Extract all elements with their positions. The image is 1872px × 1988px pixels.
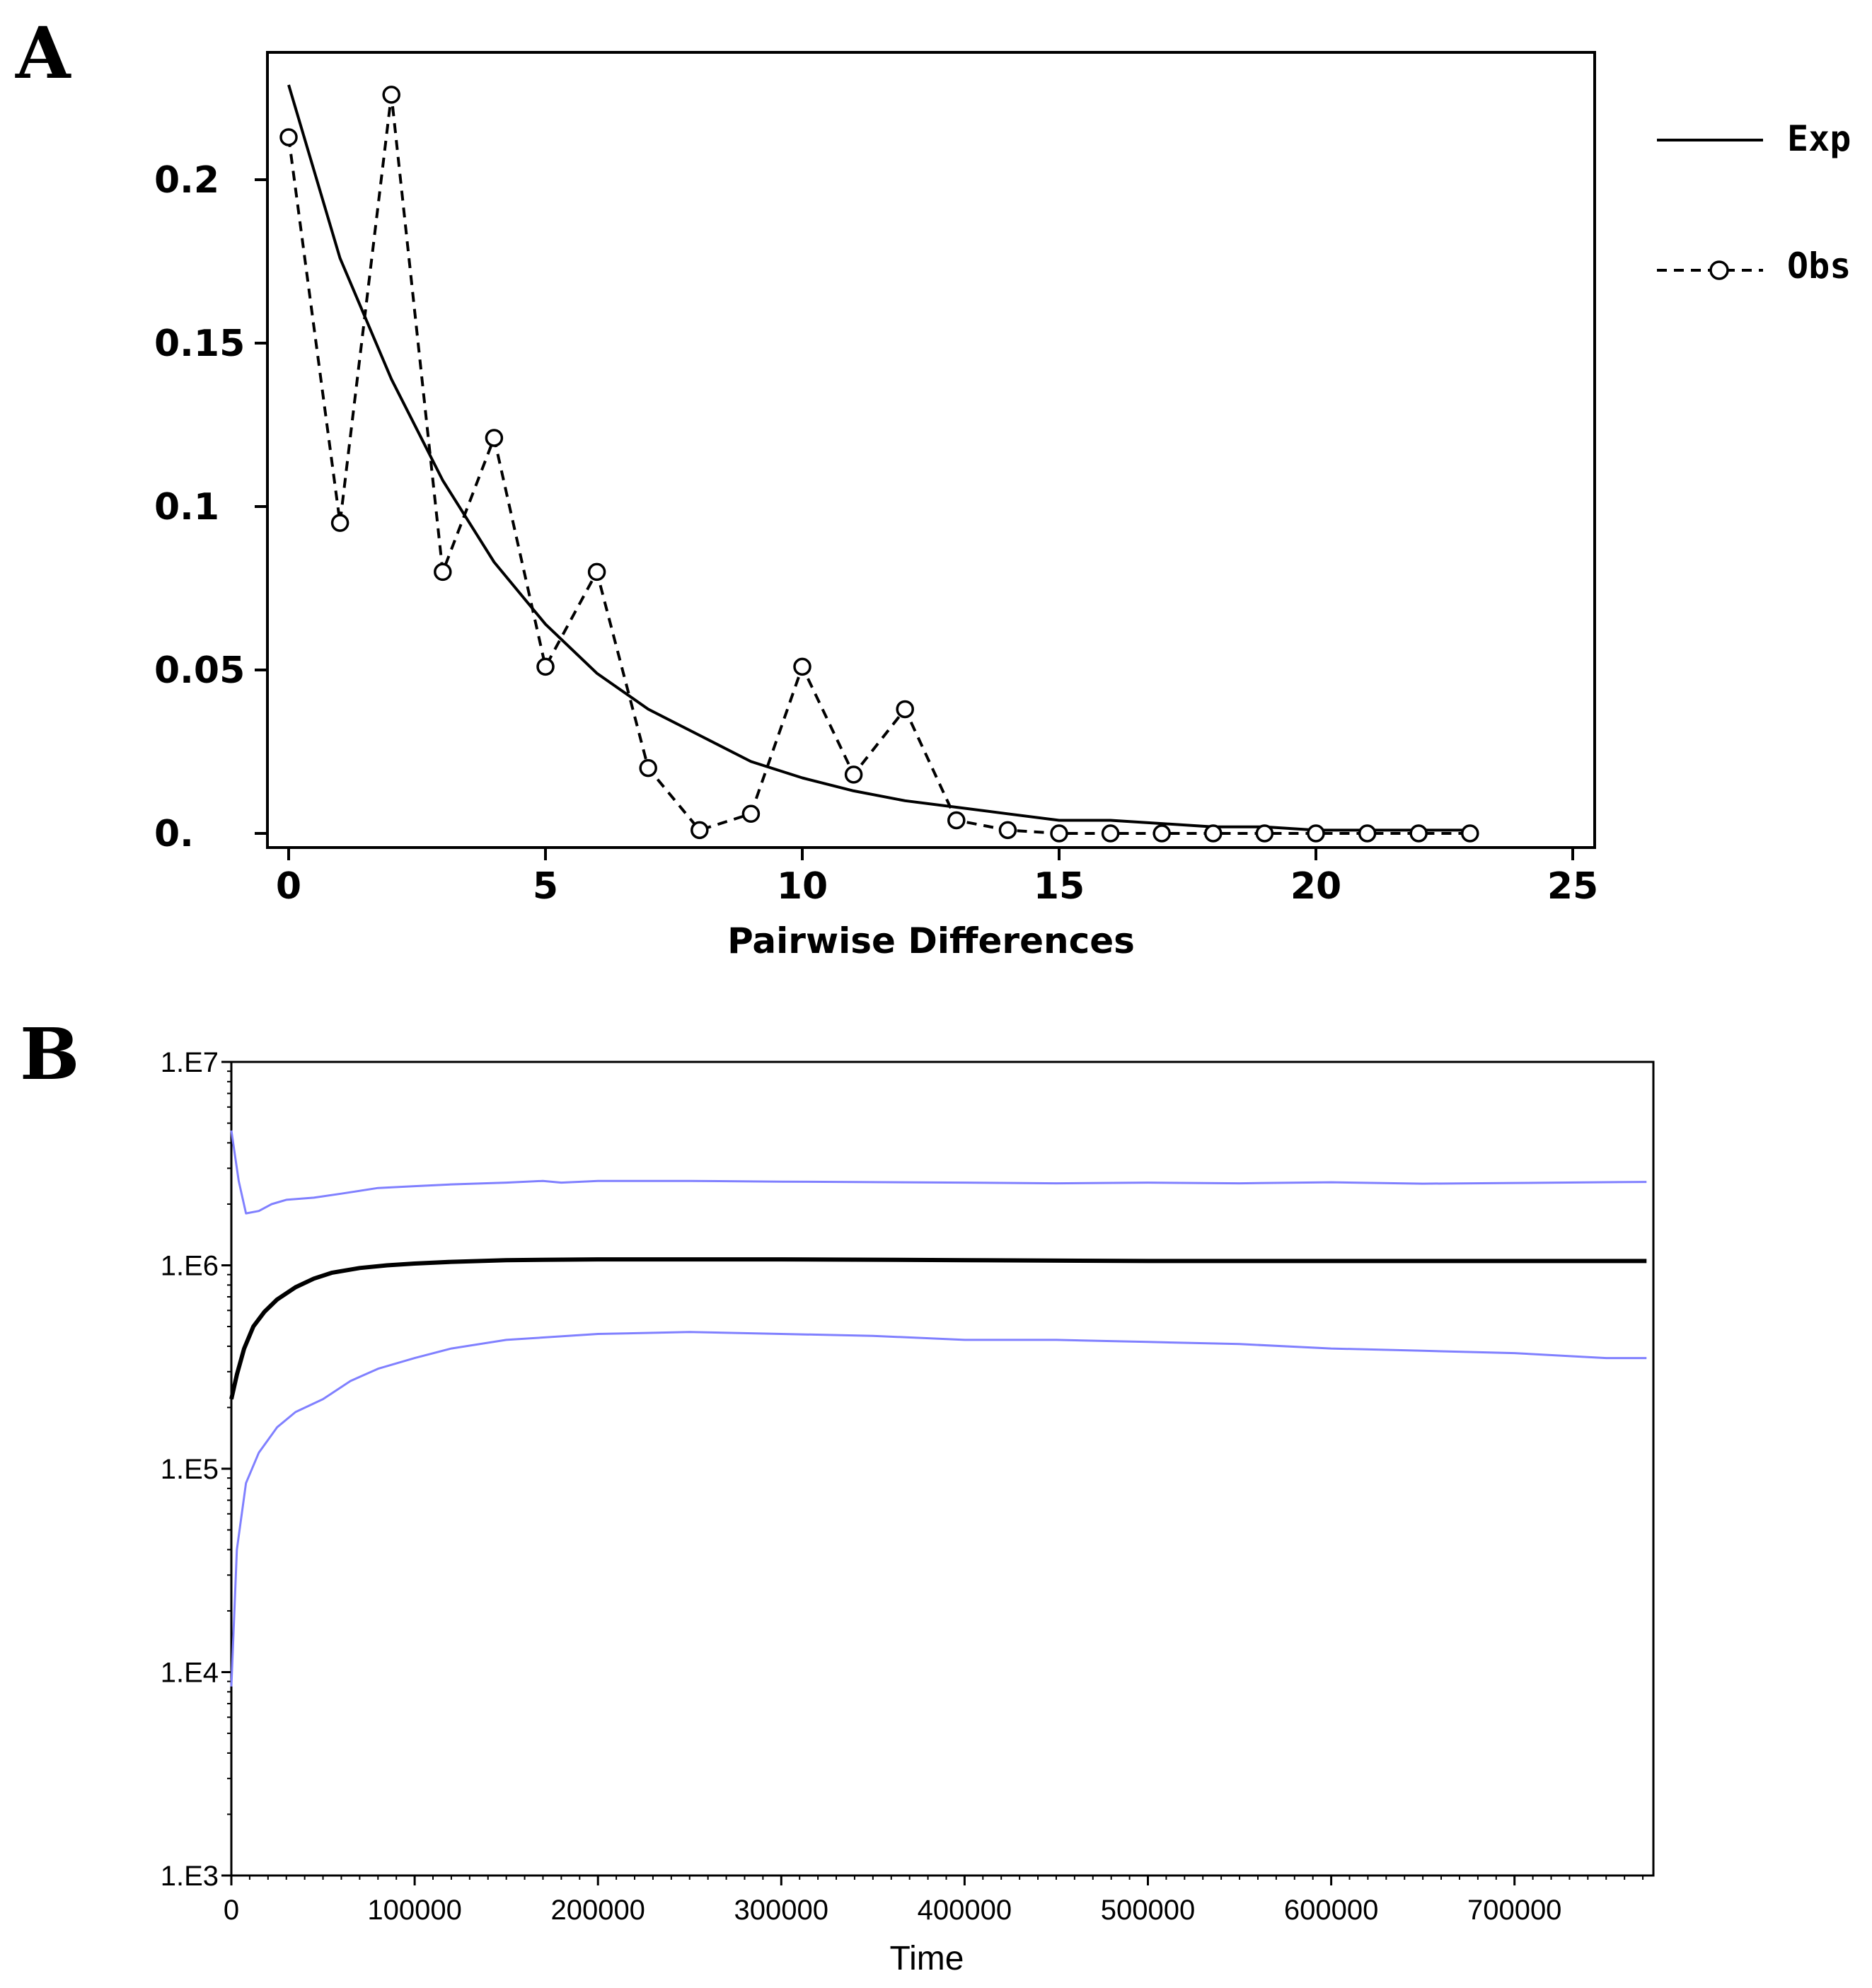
a-x-tick-label: 20 <box>1290 865 1341 908</box>
obs-point <box>691 821 709 840</box>
obs-point <box>1255 824 1274 843</box>
a-x-tick-label: 5 <box>533 865 558 908</box>
b-y-tick-label: 1.E7 <box>161 1047 219 1078</box>
a-y-tick-label: 0.05 <box>154 649 245 692</box>
a-y-tick-label: 0.2 <box>154 159 219 202</box>
b-x-tick-label: 700000 <box>1467 1895 1561 1926</box>
b-x-tick-label: 200000 <box>550 1895 645 1926</box>
b-x-tick-label: 600000 <box>1284 1895 1378 1926</box>
obs-point <box>382 86 400 104</box>
panel-a-x-axis-label: Pairwise Differences <box>727 920 1135 961</box>
b-y-tick-label: 1.E6 <box>161 1251 219 1282</box>
a-x-tick-label: 0 <box>276 865 301 908</box>
obs-point <box>844 765 863 784</box>
panel-a-series <box>279 84 1479 843</box>
b-y-tick-label: 1.E4 <box>161 1658 219 1689</box>
legend-obs-label: Obs <box>1787 245 1851 287</box>
series-median-line <box>229 1257 1647 1400</box>
obs-point <box>1152 824 1171 843</box>
obs-point <box>896 700 914 719</box>
panel-a-y-ticks: 0. 0.05 0.1 0.15 0.2 <box>154 159 267 855</box>
b-x-tick-label: 100000 <box>367 1895 461 1926</box>
obs-point <box>536 657 555 676</box>
obs-point <box>279 128 298 146</box>
b-x-tick-label: 400000 <box>918 1895 1012 1926</box>
b-x-tick-label: 500000 <box>1101 1895 1195 1926</box>
series-exp-line <box>287 84 1470 832</box>
panel-a-legend: Exp Obs <box>1657 118 1851 287</box>
obs-point <box>998 821 1017 840</box>
b-y-tick-label: 1.E5 <box>161 1454 219 1485</box>
series-upper-line <box>230 1130 1647 1215</box>
obs-point <box>1358 824 1377 843</box>
obs-point <box>1307 824 1325 843</box>
a-x-tick-label: 10 <box>777 865 828 908</box>
panel-b-x-axis-label: Time <box>890 1940 964 1977</box>
a-y-tick-label: 0.1 <box>154 486 219 528</box>
b-x-tick-label: 0 <box>224 1895 239 1926</box>
b-y-tick-label: 1.E3 <box>161 1861 219 1892</box>
legend-exp-label: Exp <box>1787 118 1851 159</box>
obs-point <box>793 657 811 676</box>
obs-point <box>741 804 761 823</box>
a-x-tick-label: 15 <box>1034 865 1085 908</box>
obs-point <box>1409 824 1428 843</box>
panel-b-x-ticks: 0 100000 200000 300000 400000 500000 600000 700… <box>224 1876 1561 1926</box>
obs-point <box>639 758 657 778</box>
panel-b-letter: B <box>20 1012 80 1096</box>
obs-point <box>947 811 966 830</box>
legend-obs-marker <box>1709 260 1729 280</box>
obs-point <box>434 562 452 582</box>
obs-point <box>485 429 504 447</box>
panel-a-frame <box>266 51 1596 849</box>
obs-point <box>1461 824 1479 843</box>
series-obs-line <box>287 93 1470 835</box>
panel-a-chart: 0 5 10 15 20 25 0. 0.05 0.1 0.15 0.2 Pairwise Dif… <box>154 51 1851 961</box>
a-y-tick-label: 0. <box>154 813 194 855</box>
series-lower-line <box>230 1331 1647 1687</box>
obs-point <box>330 514 349 532</box>
obs-point <box>1050 824 1068 843</box>
b-x-tick-label: 300000 <box>734 1895 828 1926</box>
obs-point <box>1101 824 1120 843</box>
panel-a-letter: A <box>15 11 71 95</box>
panel-b-series <box>229 1130 1647 1687</box>
obs-point <box>587 562 606 582</box>
a-y-tick-label: 0.15 <box>154 323 245 365</box>
panel-b-minor-ticks <box>227 1070 1644 1880</box>
obs-point <box>1204 824 1223 843</box>
panel-b-chart: 0 100000 200000 300000 400000 500000 600000 700… <box>161 1047 1655 1977</box>
panel-a-x-ticks: 0 5 10 15 20 25 <box>276 848 1598 908</box>
a-x-tick-label: 25 <box>1547 865 1598 908</box>
panel-b-y-ticks: 1.E3 1.E4 1.E5 1.E6 1.E7 <box>161 1047 231 1892</box>
